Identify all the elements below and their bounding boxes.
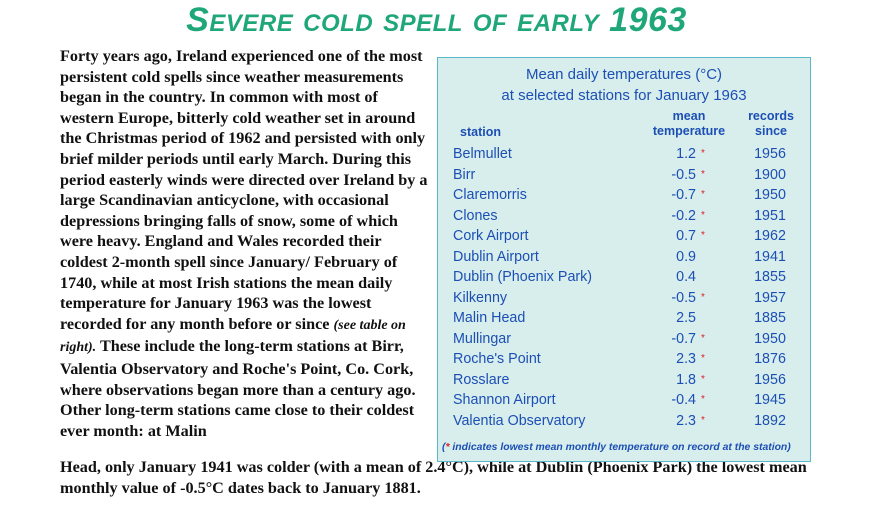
table-row: Roche's Point 2.3 * 1876 [438, 349, 810, 370]
station-name: Dublin Airport [453, 248, 539, 265]
records-since: 1951 [754, 207, 786, 224]
record-asterisk: * [701, 414, 705, 426]
station-name: Shannon Airport [453, 392, 556, 408]
records-since: 1941 [754, 248, 786, 265]
record-asterisk: * [701, 394, 705, 405]
mean-temperature: 0.9 [676, 248, 696, 265]
record-asterisk: * [701, 291, 705, 303]
page-title: Severe cold spell of early 1963 [186, 1, 687, 39]
table-row: Mullingar -0.7 * 1950 [438, 329, 810, 350]
records-since: 1885 [754, 310, 786, 326]
station-name: Malin Head [453, 310, 526, 326]
table-row: Malin Head 2.5 1885 [438, 308, 810, 329]
footnote-text: indicates lowest mean monthly temperatur… [449, 442, 791, 453]
column-header-records-line1: records [748, 109, 794, 123]
table-row: Valentia Observatory 2.3 * 1892 [438, 411, 810, 432]
column-header-records-line2: since [755, 124, 787, 138]
mean-temperature: -0.7 [671, 187, 696, 203]
table-rows: Belmullet 1.2 * 1956 Birr -0.5 * 1900 Claremor… [438, 144, 810, 431]
article-paragraph: Forty years ago, Ireland experienced one… [60, 47, 428, 333]
column-header-mean-line1: mean [672, 109, 706, 123]
table-row: Clones -0.2 * 1951 [438, 206, 810, 227]
records-since: 1945 [754, 392, 786, 408]
mean-temperature: 0.4 [676, 269, 696, 285]
table-row: Belmullet 1.2 * 1956 [438, 144, 810, 165]
column-header-mean: mean temperature [644, 109, 734, 139]
table-row: Dublin (Phoenix Park) 0.4 1855 [438, 267, 810, 288]
station-name: Cork Airport [453, 228, 529, 244]
table-row: Birr -0.5 * 1900 [438, 165, 810, 186]
mean-temperature: -0.2 [671, 207, 696, 224]
station-name: Belmullet [453, 146, 512, 162]
records-since: 1956 [754, 371, 786, 388]
table-row: Claremorris -0.7 * 1950 [438, 185, 810, 206]
footnote-asterisk: * [445, 442, 450, 453]
record-asterisk: * [701, 189, 705, 200]
records-since: 1957 [754, 289, 786, 306]
station-name: Dublin (Phoenix Park) [453, 269, 593, 285]
column-header-mean-line2: temperature [652, 124, 726, 138]
table-row: Cork Airport 0.7 * 1962 [438, 226, 810, 247]
records-since: 1855 [754, 269, 786, 285]
table-footnote: (* indicates lowest mean monthly tempera… [442, 442, 810, 453]
station-name: Roche's Point [453, 351, 541, 367]
records-since: 1956 [754, 146, 786, 162]
mean-temperature: -0.4 [671, 392, 696, 408]
record-asterisk: * [701, 373, 705, 385]
record-asterisk: * [701, 332, 705, 344]
mean-temperature: 2.3 [676, 412, 696, 429]
station-name: Clones [453, 207, 498, 224]
record-asterisk: * [701, 353, 705, 364]
column-header-station: station [460, 125, 501, 139]
table-title-line1: Mean daily temperatures (°C) [525, 66, 723, 83]
article-paragraph-continued: These include the long-term stations at … [60, 337, 416, 440]
table-title-line2: at selected stations for January 1963 [501, 87, 747, 104]
station-name: Mullingar [453, 330, 512, 347]
records-since: 1892 [754, 412, 786, 429]
record-asterisk: * [701, 230, 705, 241]
table-row: Dublin Airport 0.9 1941 [438, 247, 810, 268]
article-body: Forty years ago, Ireland experienced one… [60, 46, 430, 441]
mean-temperature: 2.5 [676, 310, 696, 326]
station-name: Claremorris [453, 187, 527, 203]
mean-temperature: 2.3 [676, 351, 696, 367]
records-since: 1876 [754, 351, 786, 367]
record-asterisk: * [701, 148, 705, 159]
table-row: Shannon Airport -0.4 * 1945 [438, 390, 810, 411]
mean-temperature: 1.2 [676, 146, 696, 162]
temperature-table: Mean daily temperatures (°C) at selected… [437, 57, 811, 462]
station-name: Kilkenny [453, 289, 508, 306]
table-row: Kilkenny -0.5 * 1957 [438, 288, 810, 309]
column-header-records: records since [738, 109, 804, 139]
mean-temperature: 1.8 [676, 371, 696, 388]
mean-temperature: -0.7 [671, 330, 696, 347]
mean-temperature: 0.7 [676, 228, 696, 244]
records-since: 1950 [754, 330, 786, 347]
mean-temperature: -0.5 [671, 166, 696, 183]
mean-temperature: -0.5 [671, 289, 696, 306]
records-since: 1962 [754, 228, 786, 244]
record-asterisk: * [701, 209, 705, 221]
article-body-bottom: Head, only January 1941 was colder (with… [60, 458, 807, 497]
records-since: 1900 [754, 166, 786, 183]
station-name: Rosslare [453, 371, 510, 388]
table-row: Rosslare 1.8 * 1956 [438, 370, 810, 391]
footnote-open-paren: ( [442, 442, 446, 453]
table-title: Mean daily temperatures (°C) at selected… [438, 64, 810, 106]
station-name: Birr [453, 166, 476, 183]
records-since: 1950 [754, 187, 786, 203]
table-reference: (see table on right). [60, 317, 406, 356]
record-asterisk: * [701, 168, 705, 180]
station-name: Valentia Observatory [453, 412, 586, 429]
